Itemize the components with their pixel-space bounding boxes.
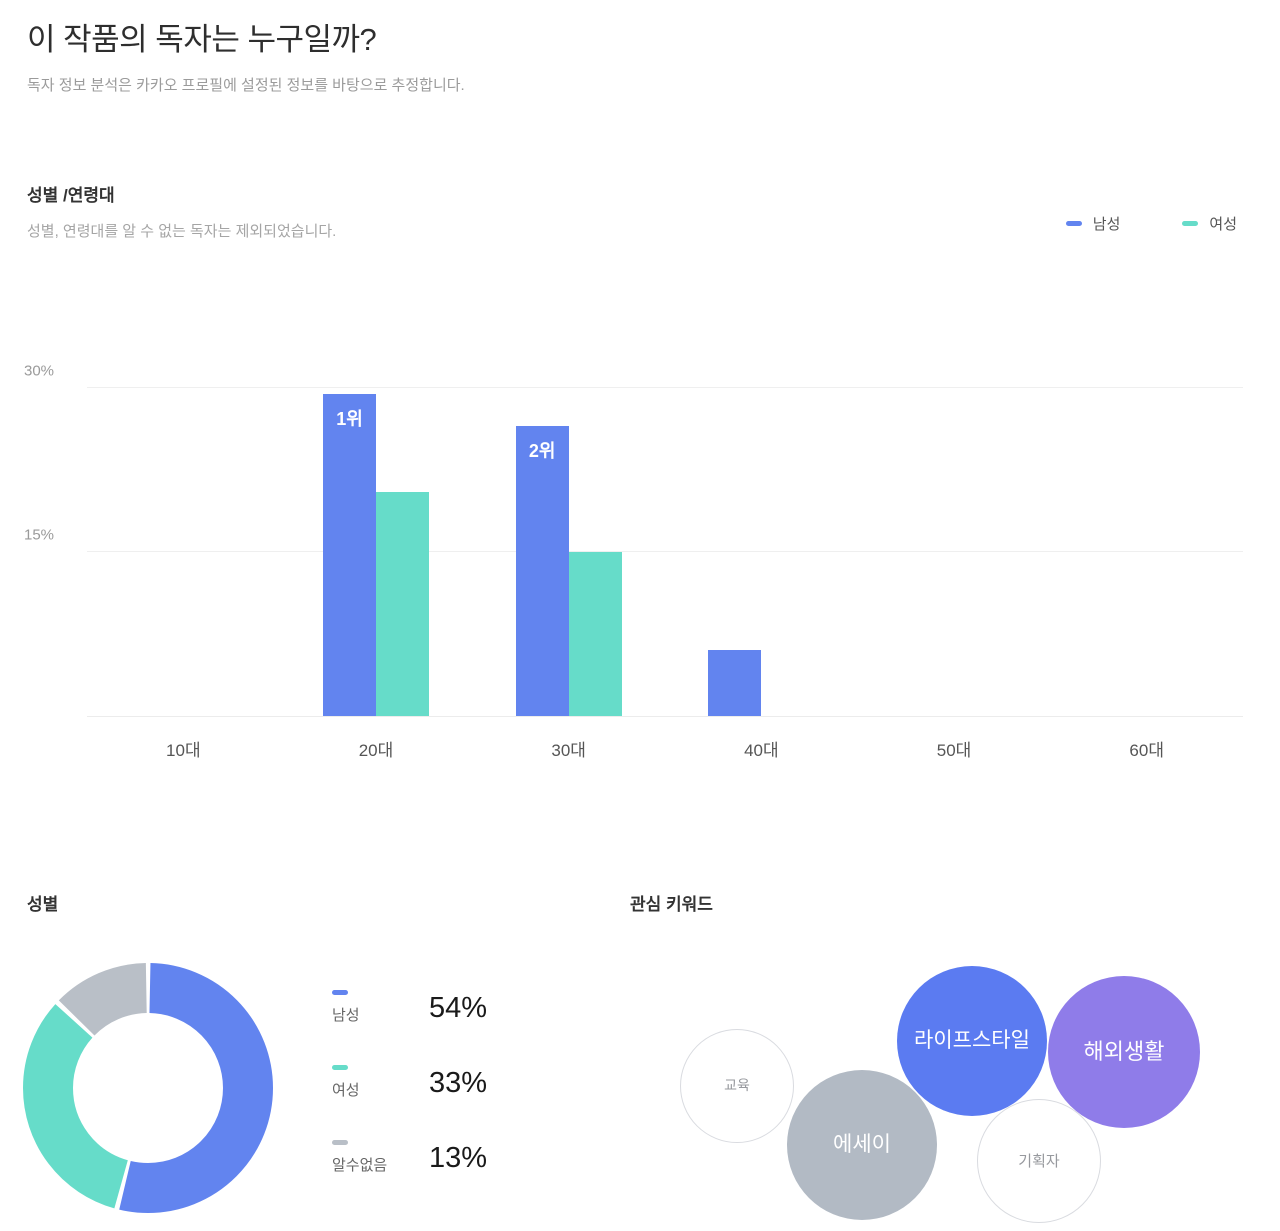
gender-section-title: 성별 bbox=[27, 895, 59, 914]
donut-legend-row: 여성 33% bbox=[332, 1065, 487, 1100]
x-tick-label: 20대 bbox=[358, 741, 394, 760]
grid-line bbox=[87, 551, 1243, 553]
legend-item: 여성 bbox=[1182, 213, 1237, 234]
bar-chart-legend: 남성 여성 bbox=[1065, 213, 1237, 234]
x-tick-label: 40대 bbox=[744, 741, 779, 760]
y-tick-label: 30% bbox=[24, 362, 55, 380]
bubble-label: 교육 bbox=[724, 1077, 750, 1094]
donut-legend-key: 여성 bbox=[332, 1065, 429, 1100]
donut-legend-value: 13% bbox=[429, 1142, 488, 1174]
donut-slice bbox=[23, 963, 273, 1213]
x-tick-label: 10대 bbox=[166, 741, 201, 760]
legend-label: 여성 bbox=[1209, 216, 1237, 233]
bubble-label: 기획자 bbox=[1018, 1152, 1060, 1170]
bar-group bbox=[1050, 365, 1243, 716]
rank-badge: 1위 bbox=[336, 408, 363, 429]
age-gender-section: 성별 /연령대 성별, 연령대를 알 수 없는 독자는 제외되었습니다. 남성 여… bbox=[24, 181, 1253, 761]
x-tick-label: 30대 bbox=[551, 741, 586, 760]
bar-group bbox=[87, 365, 280, 716]
grid-line bbox=[87, 387, 1243, 389]
bar-group: 2위 bbox=[472, 365, 665, 716]
page-title: 이 작품의 독자는 누구일까? bbox=[27, 22, 377, 57]
donut-legend-label: 알수없음 bbox=[332, 1157, 388, 1174]
age-section-title: 성별 /연령대 bbox=[27, 186, 115, 205]
legend-swatch bbox=[1065, 221, 1082, 226]
donut-legend-key: 남성 bbox=[332, 990, 429, 1025]
gender-donut-section: 성별 남성 54% 여성 33% 알수없음 13% bbox=[23, 890, 630, 1215]
keyword-bubble: 기획자 bbox=[977, 1099, 1101, 1223]
bar-group bbox=[858, 365, 1051, 716]
age-section-note: 성별, 연령대를 알 수 없는 독자는 제외되었습니다. bbox=[27, 223, 337, 240]
keyword-bubble: 에세이 bbox=[787, 1070, 937, 1220]
donut-slice bbox=[23, 963, 273, 1213]
bubble-label: 라이프스타일 bbox=[914, 1029, 1030, 1053]
donut-legend-swatch bbox=[332, 990, 348, 995]
age-gender-bar-chart: 30% 15% 1위 2위 10대 20대 30대 40대 50대 60대 bbox=[24, 363, 1253, 761]
bubble-label: 에세이 bbox=[833, 1133, 891, 1157]
page-subtitle: 독자 정보 분석은 카카오 프로필에 설정된 정보를 바탕으로 추정합니다. bbox=[27, 77, 465, 94]
donut-legend-value: 54% bbox=[429, 992, 488, 1024]
x-tick-label: 60대 bbox=[1129, 741, 1164, 760]
x-axis-labels: 10대 20대 30대 40대 50대 60대 bbox=[87, 736, 1243, 761]
legend-label: 남성 bbox=[1092, 216, 1121, 233]
y-tick-label: 15% bbox=[24, 526, 55, 544]
bar-segment: 2위 bbox=[515, 426, 569, 716]
keyword-bubble: 교육 bbox=[680, 1029, 794, 1143]
keyword-bubble: 라이프스타일 bbox=[897, 966, 1047, 1116]
bar-segment bbox=[708, 650, 762, 716]
donut-legend-swatch bbox=[332, 1140, 348, 1145]
donut-legend-label: 남성 bbox=[332, 1007, 360, 1024]
donut-legend: 남성 54% 여성 33% 알수없음 13% bbox=[332, 963, 487, 1215]
bar-group: 1위 bbox=[280, 365, 473, 716]
legend-swatch bbox=[1182, 221, 1199, 226]
bar-segment bbox=[568, 552, 622, 716]
bubble-label: 해외생활 bbox=[1083, 1038, 1165, 1064]
keyword-section-title: 관심 키워드 bbox=[630, 895, 713, 914]
x-tick-label: 50대 bbox=[936, 741, 972, 760]
bar-segment bbox=[376, 491, 429, 716]
donut-legend-label: 여성 bbox=[332, 1082, 360, 1099]
bar-cells: 1위 2위 bbox=[87, 365, 1243, 716]
donut-legend-swatch bbox=[332, 1065, 348, 1070]
keyword-bubble: 해외생활 bbox=[1048, 976, 1200, 1128]
donut-legend-row: 남성 54% bbox=[332, 990, 487, 1025]
bar-group bbox=[665, 365, 858, 716]
legend-item: 남성 bbox=[1065, 213, 1121, 234]
bar-plot-area: 30% 15% 1위 2위 bbox=[24, 363, 1243, 717]
donut-legend-row: 알수없음 13% bbox=[332, 1140, 487, 1175]
rank-badge: 2위 bbox=[528, 441, 556, 462]
donut-legend-key: 알수없음 bbox=[332, 1140, 429, 1175]
bar-segment: 1위 bbox=[323, 393, 376, 716]
reader-stats-page: 이 작품의 독자는 누구일까? 독자 정보 분석은 카카오 프로필에 설정된 정… bbox=[0, 14, 1280, 1223]
gender-donut-chart bbox=[23, 963, 273, 1213]
donut-legend-value: 33% bbox=[429, 1067, 488, 1099]
